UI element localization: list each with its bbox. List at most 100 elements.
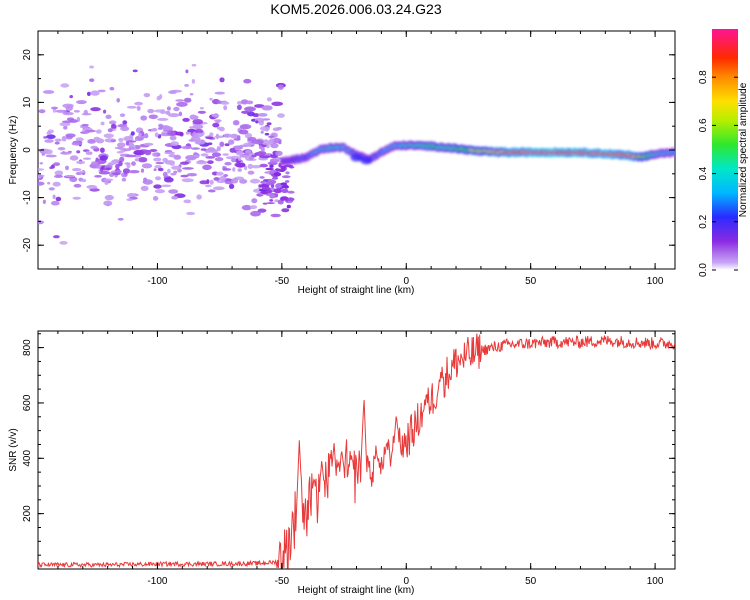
noise-blob bbox=[275, 168, 282, 172]
noise-blob bbox=[162, 157, 168, 163]
noise-blob bbox=[103, 200, 113, 206]
noise-blob bbox=[211, 152, 222, 157]
noise-blob bbox=[54, 138, 62, 142]
noise-blob bbox=[248, 156, 254, 160]
colorbar-tick-label: 0.8 bbox=[698, 70, 709, 84]
noise-blob bbox=[116, 98, 120, 103]
noise-blob bbox=[109, 86, 115, 91]
noise-blob bbox=[81, 178, 87, 183]
x-tick-label: -50 bbox=[275, 276, 290, 287]
noise-blob bbox=[134, 158, 140, 162]
noise-blob bbox=[105, 167, 111, 171]
noise-blob bbox=[79, 170, 86, 174]
noise-blob bbox=[123, 136, 134, 142]
noise-blob bbox=[138, 132, 142, 138]
noise-blob bbox=[168, 90, 177, 95]
x-tick-label: 50 bbox=[525, 276, 537, 287]
noise-blob bbox=[154, 132, 159, 138]
noise-blob bbox=[118, 137, 124, 142]
noise-blob bbox=[163, 177, 174, 183]
noise-blob bbox=[99, 155, 108, 161]
noise-blob bbox=[180, 161, 189, 165]
snr-ticks: -100 -50 0 50 100 200 400 600 800 bbox=[22, 331, 675, 587]
noise-blob bbox=[59, 122, 71, 127]
noise-blob bbox=[197, 110, 206, 114]
noise-blob bbox=[270, 213, 281, 218]
noise-blob bbox=[87, 91, 91, 96]
snr-series-line bbox=[38, 333, 675, 569]
noise-blob bbox=[236, 135, 241, 141]
noise-blob bbox=[247, 170, 255, 175]
noise-blob bbox=[96, 165, 100, 169]
noise-blob bbox=[193, 154, 200, 158]
noise-blob bbox=[153, 168, 157, 172]
noise-blob bbox=[86, 185, 98, 189]
noise-blob bbox=[65, 133, 76, 138]
noise-blob bbox=[161, 126, 174, 131]
noise-blob bbox=[266, 202, 276, 205]
noise-blob bbox=[280, 182, 288, 186]
noise-blob bbox=[153, 184, 162, 189]
noise-blob bbox=[220, 101, 230, 105]
noise-blob bbox=[247, 163, 253, 170]
noise-blob bbox=[199, 180, 209, 185]
noise-blob bbox=[160, 184, 172, 188]
noise-blob bbox=[171, 165, 182, 170]
noise-blob bbox=[155, 161, 165, 165]
noise-blob bbox=[69, 155, 79, 161]
noise-blob bbox=[181, 178, 194, 183]
noise-blob bbox=[189, 93, 194, 96]
noise-blob bbox=[241, 110, 250, 114]
noise-blob bbox=[286, 197, 295, 202]
noise-blob bbox=[266, 144, 270, 149]
noise-blob bbox=[53, 162, 61, 167]
colorbar-tick-label: 0.6 bbox=[698, 118, 709, 132]
noise-blob bbox=[266, 122, 272, 126]
noise-blob bbox=[71, 141, 83, 146]
noise-blob bbox=[91, 161, 99, 166]
trace-dip bbox=[360, 156, 373, 165]
noise-blob bbox=[104, 194, 114, 201]
noise-blob bbox=[85, 150, 91, 155]
noise-blob bbox=[250, 210, 261, 217]
noise-blob bbox=[184, 84, 190, 87]
noise-blob bbox=[100, 147, 105, 153]
noise-blob bbox=[257, 113, 268, 117]
noise-blob bbox=[214, 119, 222, 122]
noise-blob bbox=[278, 140, 282, 145]
noise-blob bbox=[209, 97, 213, 101]
noise-blob bbox=[260, 126, 270, 131]
x-tick-label: 100 bbox=[647, 276, 664, 287]
noise-blob bbox=[205, 136, 214, 140]
noise-blob bbox=[166, 106, 171, 111]
noise-blob bbox=[175, 131, 184, 136]
noise-blob bbox=[231, 158, 237, 163]
noise-blob bbox=[257, 150, 267, 156]
noise-blob bbox=[76, 100, 87, 105]
noise-blob bbox=[182, 117, 190, 122]
noise-blob bbox=[126, 198, 134, 201]
noise-blob bbox=[104, 181, 109, 185]
noise-blob bbox=[103, 109, 107, 114]
noise-blob bbox=[243, 78, 252, 84]
noise-blob bbox=[162, 171, 168, 178]
noise-blob bbox=[157, 167, 164, 172]
noise-blob bbox=[72, 196, 81, 200]
noise-blob bbox=[245, 150, 252, 154]
noise-blob bbox=[168, 189, 179, 194]
noise-blob bbox=[192, 119, 203, 125]
noise-blob bbox=[191, 63, 197, 67]
spectrogram-plot-area bbox=[38, 63, 675, 245]
colorbar-tick-label: 0.0 bbox=[698, 263, 709, 277]
noise-blob bbox=[244, 106, 256, 112]
noise-blob bbox=[271, 177, 279, 180]
noise-blob bbox=[149, 149, 158, 152]
noise-blob bbox=[261, 186, 269, 190]
noise-blob bbox=[156, 95, 161, 101]
noise-blob bbox=[223, 174, 229, 177]
noise-blob bbox=[110, 139, 116, 143]
noise-blob bbox=[57, 147, 66, 151]
snr-plot-area bbox=[38, 333, 675, 569]
noise-blob bbox=[125, 154, 137, 158]
noise-blob bbox=[65, 175, 75, 178]
